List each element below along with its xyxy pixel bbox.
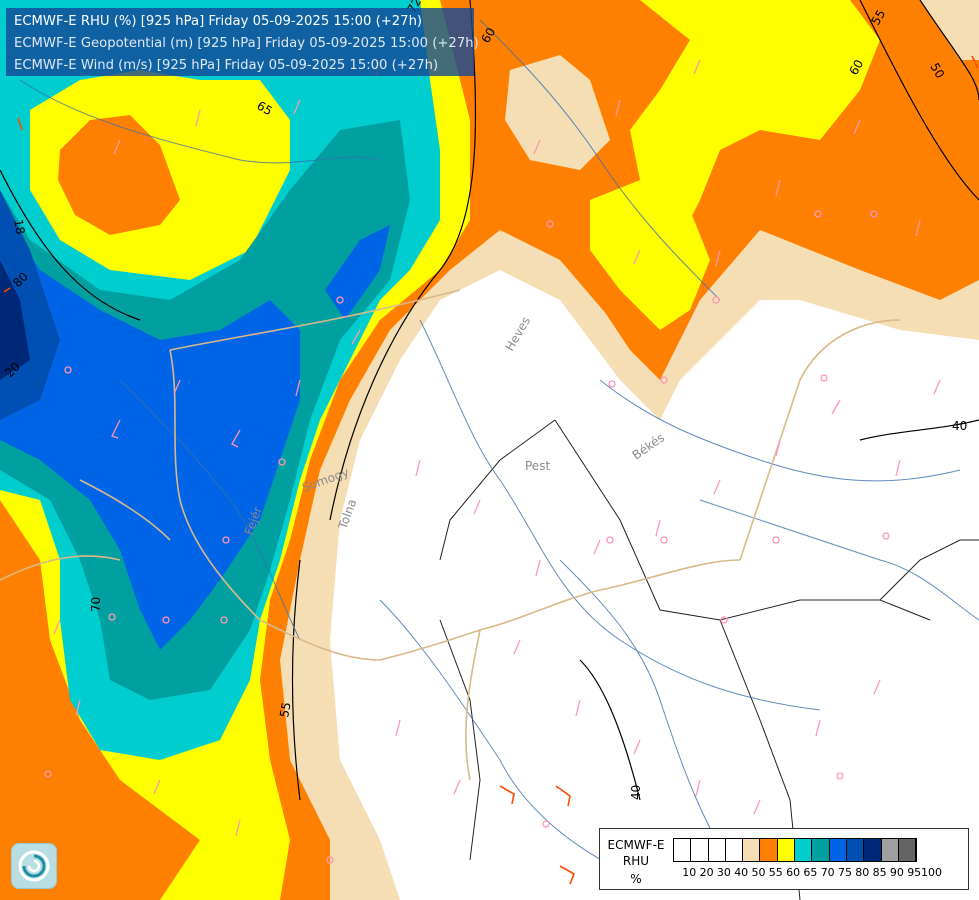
legend-title-variable: RHU [622,854,650,868]
legend-tick-label: 20 [699,866,714,879]
ecmwf-swirl-icon [11,843,57,889]
country-borders [0,289,901,781]
contour-label-60-b: 60 [846,57,866,77]
legend-title-model: ECMWF-E [607,838,665,852]
legend-swatch [846,839,865,861]
legend-swatch [760,839,778,861]
contour-label-55: 55 [868,7,888,27]
contour-label-40-a: 40 [952,419,967,433]
legend-tick-label: 80 [855,866,870,879]
contour-label-40-b: 40 [629,785,643,800]
legend-swatch [674,839,692,861]
place-label-pest: Pest [525,459,550,473]
contour-label-55-b: 55 [277,701,293,718]
legend-tick-label: 70 [820,866,835,879]
title-geopotential: ECMWF-E Geopotential (m) [925 hPa] Frida… [14,36,479,51]
rhu-band-75-80-b [325,225,390,320]
legend-tick-label: 40 [734,866,749,879]
legend-tick-label: 10 [682,866,697,879]
rhu-band-75-80 [0,210,300,650]
contour-lines [0,0,979,801]
rhu-band-yellow-ne [630,0,880,220]
legend-swatch [708,839,726,861]
legend-tick-label: 85 [872,866,887,879]
contour-label-50: 50 [927,61,947,81]
legend-swatch [829,839,847,861]
legend-swatch [898,839,917,861]
rhu-band-orange-nw [58,115,180,235]
legend-swatch [725,839,744,861]
contour-label-60-a: 60 [478,25,498,45]
legend-color-scale [673,838,918,862]
contour-labels: 72 60 55 50 60 65 80 20 70 55 40 40 18 [2,0,967,800]
legend-tick-label: 30 [716,866,731,879]
legend-tick-label: 90 [889,866,904,879]
legend-tick-label: 65 [803,866,818,879]
legend-tick-label: 60 [786,866,801,879]
legend-tick-label: 95 [907,866,922,879]
rhu-band-wheat-north [505,55,610,170]
legend-swatch [812,839,830,861]
logo-swirl-graphic [18,850,50,882]
map-title-panel: ECMWF-E RHU (%) [925 hPa] Friday 05-09-2… [6,8,479,76]
legend-title-unit: % [630,872,642,886]
title-wind: ECMWF-E Wind (m/s) [925 hPa] Friday 05-0… [14,58,439,73]
legend-tick-label: 55 [768,866,783,879]
contour-label-18: 18 [11,218,27,235]
rhu-band-yellow-ne2 [590,180,710,330]
legend-swatch [881,839,899,861]
contour-label-70: 70 [89,597,103,612]
wind-barbs-strong [3,55,979,885]
legend-tick-label: 50 [751,866,766,879]
title-rhu: ECMWF-E RHU (%) [925 hPa] Friday 05-09-2… [14,14,423,29]
color-legend: ECMWF-E RHU % 10 20 30 40 50 55 60 65 70 75 80 85 90… [599,828,969,890]
legend-swatch [864,839,882,861]
rivers [19,19,979,881]
legend-tick-label: 100 [921,866,942,879]
wind-calm-markers [44,210,890,864]
legend-tick-labels: 10 20 30 40 50 55 60 65 70 75 80 85 90 95 100 [673,866,968,882]
contour-label-65: 65 [255,98,275,118]
wind-barbs [53,59,941,837]
legend-swatch [795,839,813,861]
legend-swatch [691,839,709,861]
legend-title: ECMWF-E RHU % [604,837,668,887]
legend-tick-label: 75 [838,866,852,879]
legend-swatch [743,839,761,861]
legend-swatch [777,839,796,861]
